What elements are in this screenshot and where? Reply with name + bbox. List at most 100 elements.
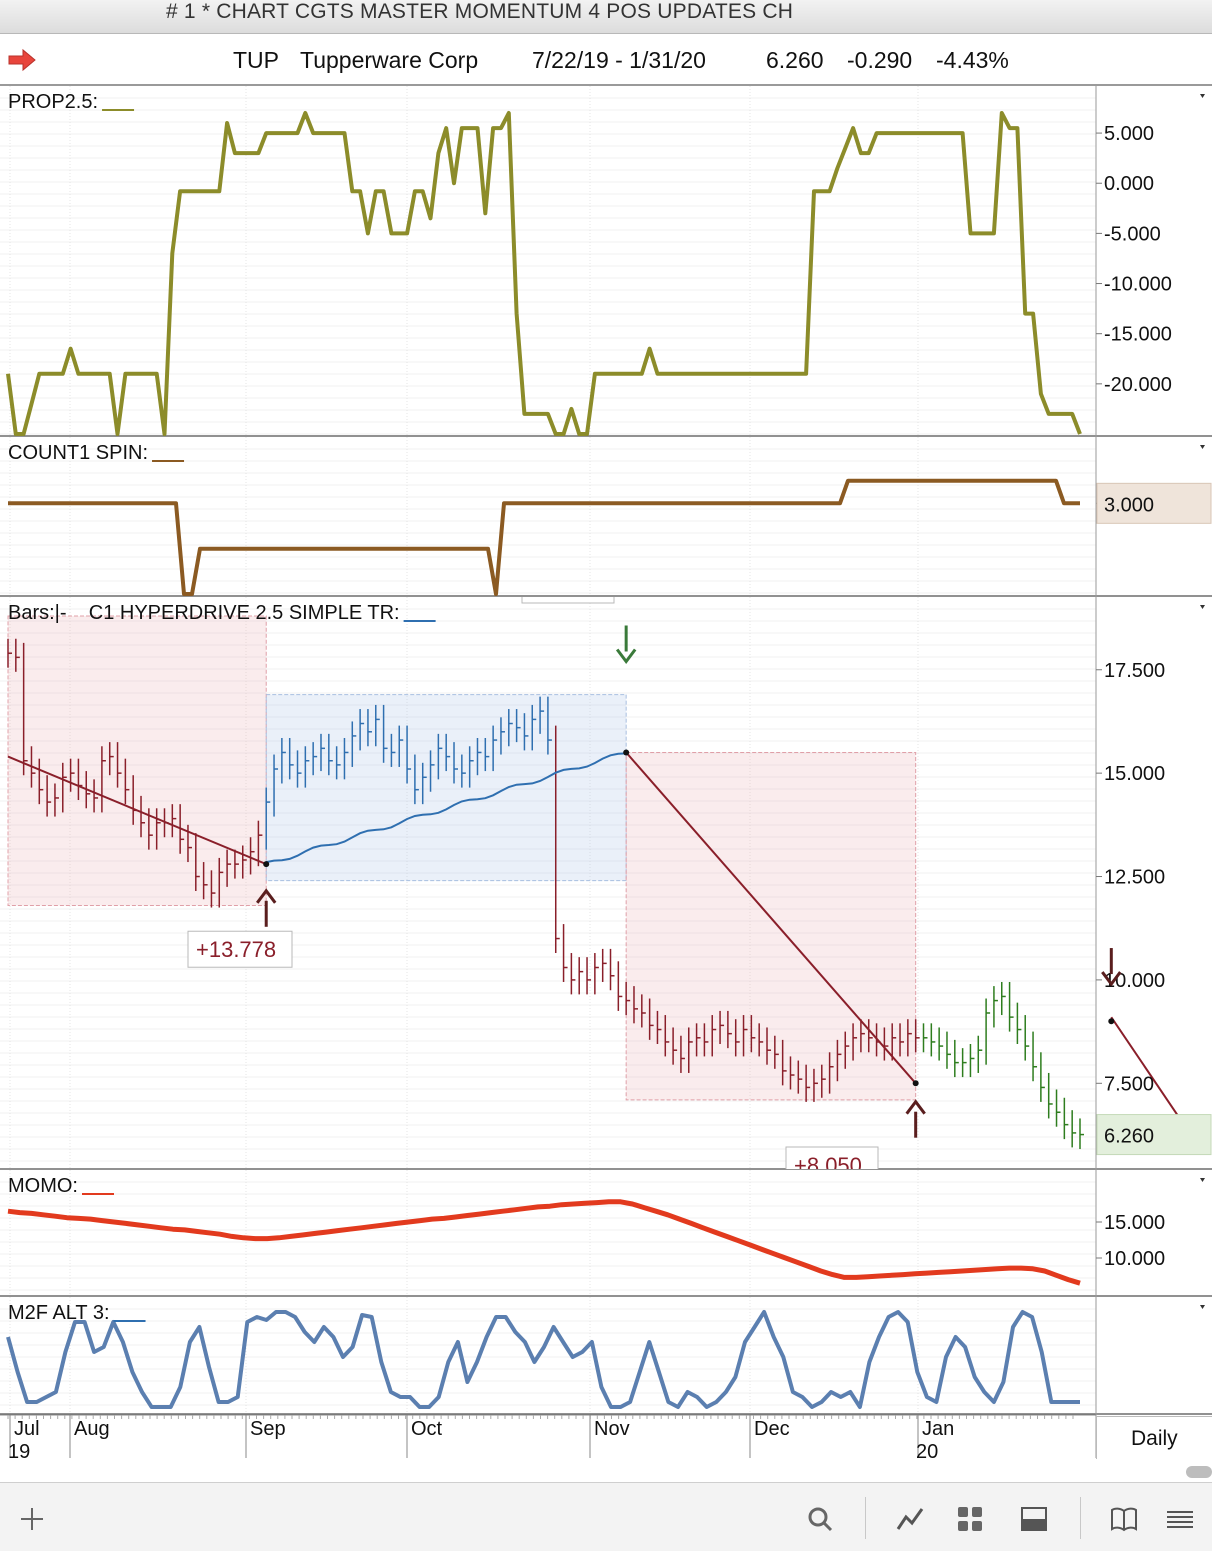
price-bar: [288, 737, 294, 780]
price-bar: [1024, 1015, 1030, 1061]
price-bar: [750, 1015, 756, 1053]
axis-tick-label: 10.000: [1104, 1248, 1165, 1270]
axis-layer: 5.000 0.000 -5.000 -10.000 -15.000 -20.000 3.0…: [0, 86, 1205, 1463]
price-bar: [734, 1019, 740, 1057]
buy-arrow-head: [256, 888, 277, 904]
buy-arrow-head: [905, 1099, 926, 1115]
draw-line-icon[interactable]: [896, 1505, 924, 1533]
price-bar: [946, 1031, 951, 1069]
price-bar: [390, 733, 396, 767]
menu-icon[interactable]: [1166, 1505, 1194, 1533]
price-bar: [273, 754, 279, 817]
signal-point: [1108, 1018, 1115, 1025]
book-icon[interactable]: [1110, 1505, 1138, 1533]
price-bar: [359, 709, 365, 751]
year-label: 20: [916, 1441, 938, 1463]
trend-line-up: [266, 752, 627, 864]
trade-result-text: +8.050: [794, 1153, 862, 1178]
price-bar: [116, 742, 122, 788]
price-bar: [296, 750, 302, 788]
price-bar: [69, 758, 75, 792]
price-bar: [343, 737, 349, 780]
price-bar: [62, 762, 67, 813]
price-bar: [398, 725, 404, 767]
axis-tick-label: -20.000: [1104, 374, 1172, 396]
price-bar: [445, 733, 451, 772]
price-bar: [774, 1035, 779, 1069]
short-trade-box: [625, 751, 917, 1101]
price-bar: [1008, 981, 1014, 1032]
date-range: 7/22/19 - 1/31/20: [532, 47, 706, 73]
horizontal-scrollbar[interactable]: [1186, 1466, 1212, 1478]
periodicity-label: Daily: [1131, 1427, 1178, 1450]
axis-tick-label: 0.000: [1104, 173, 1154, 195]
sell-arrow-icon: [1101, 948, 1122, 987]
price-bar: [899, 1023, 905, 1057]
trade-result-label: [521, 597, 615, 604]
price-bar: [93, 779, 99, 813]
price-bar: [281, 737, 286, 784]
price-bar: [562, 924, 568, 982]
prop-pane-title: PROP2.5:: [8, 91, 98, 113]
price-bar: [461, 754, 466, 788]
price-bar: [727, 1010, 732, 1049]
trend-line-down: [625, 751, 917, 1084]
count-series-line: [8, 478, 1080, 596]
momo-pane-title: MOMO:: [8, 1175, 78, 1197]
price-bar: [656, 1010, 662, 1045]
price-bar: [15, 638, 20, 672]
search-icon[interactable]: [806, 1505, 834, 1533]
price-bar: [1001, 981, 1006, 1016]
series-layer: [6, 111, 1191, 1409]
price-bar: [531, 704, 537, 751]
price-bar: [195, 833, 200, 891]
m2f-pane-title: M2F ALT 3:: [8, 1302, 110, 1324]
month-label: Aug: [74, 1418, 110, 1440]
price-bar: [484, 737, 490, 772]
price-bar: [883, 1027, 889, 1061]
price-bar: [265, 787, 271, 850]
price-bar: [453, 742, 459, 784]
bottom-toolbar: [0, 1482, 1212, 1551]
price-bar: [938, 1027, 944, 1061]
window-title: # 1 * CHART CGTS MASTER MOMENTUM 4 POS U…: [166, 0, 794, 23]
price-bar: [1055, 1089, 1061, 1127]
grid-icon[interactable]: [956, 1505, 984, 1533]
price-bar: [844, 1031, 850, 1069]
axis-tick-label: 5.000: [1104, 123, 1154, 145]
axis-tick-label: 7.500: [1104, 1073, 1154, 1095]
periodicity-selector[interactable]: Daily: [1096, 1416, 1212, 1459]
red-right-arrow-icon[interactable]: [7, 48, 37, 72]
price-bar: [914, 1019, 920, 1053]
add-icon[interactable]: [18, 1505, 46, 1533]
price-bar: [108, 742, 114, 776]
price-bar: [468, 746, 474, 788]
price-bar: [523, 713, 529, 751]
window-titlebar: # 1 * CHART CGTS MASTER MOMENTUM 4 POS U…: [0, 0, 1212, 34]
price-change: -0.290: [847, 47, 913, 73]
price-bar: [1047, 1072, 1053, 1119]
panel-icon[interactable]: [1020, 1505, 1048, 1533]
trade-result-box: [785, 1146, 879, 1169]
trade-result-box: [187, 930, 293, 968]
price-bar: [38, 758, 44, 805]
price-bar: [406, 725, 412, 784]
month-label: Dec: [754, 1418, 790, 1440]
price-bar: [508, 709, 513, 747]
price-bar: [140, 795, 146, 838]
price-bar: [891, 1023, 897, 1061]
pane-menu-chevron-icon: [1200, 94, 1205, 98]
prop-series-line: [6, 111, 1082, 436]
chart-canvas[interactable]: 5.000 0.000 -5.000 -10.000 -15.000 -20.000 3.0…: [0, 86, 1212, 1466]
price-bar: [22, 642, 28, 776]
signal-point: [263, 861, 270, 868]
price-bar: [664, 1015, 670, 1057]
price-bar: [1063, 1097, 1069, 1140]
price-bar: [867, 1019, 873, 1053]
price-bar: [641, 994, 646, 1028]
price-bar: [609, 948, 615, 991]
price-bar: [539, 696, 545, 734]
price-bar: [202, 862, 208, 900]
trade-result-box: [521, 597, 615, 604]
